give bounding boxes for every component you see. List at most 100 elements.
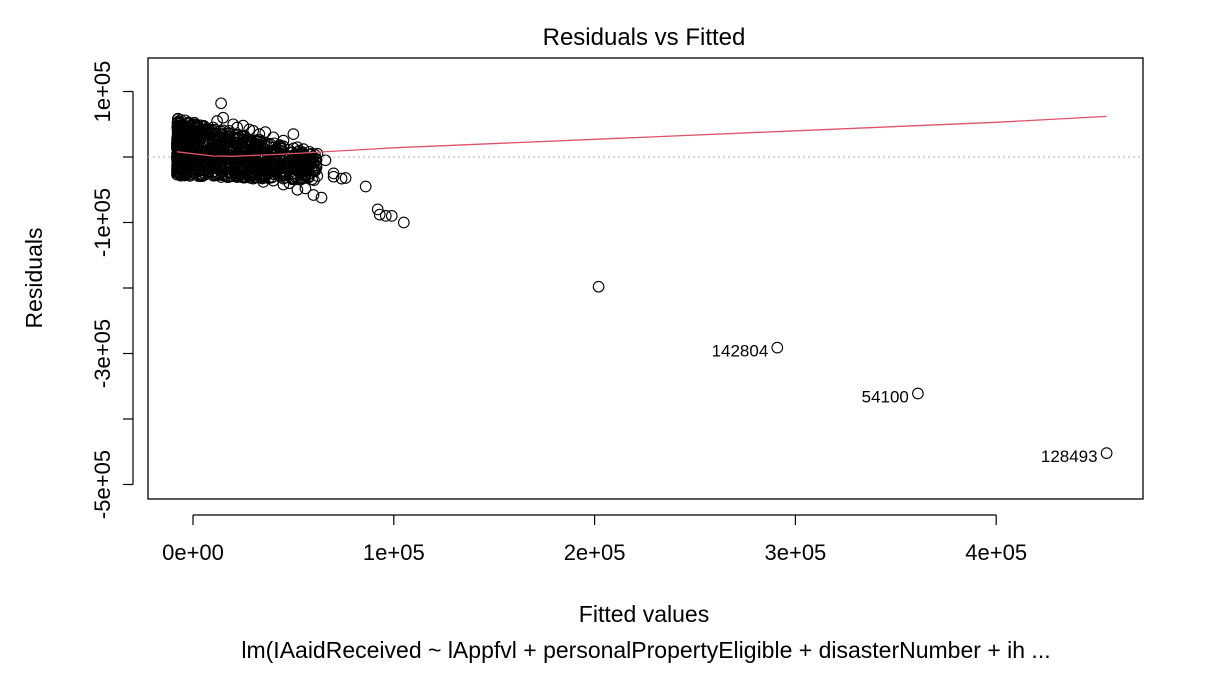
data-point <box>912 387 924 400</box>
x-tick-label: 3e+05 <box>765 540 827 565</box>
data-point <box>207 121 219 134</box>
cloud-point <box>171 135 183 148</box>
cloud-point <box>298 158 310 171</box>
cloud-point <box>215 137 228 149</box>
data-point <box>335 172 348 185</box>
x-tick-label: 4e+05 <box>965 540 1027 565</box>
smooth-trend-line <box>176 115 1107 157</box>
smooth-line <box>176 115 1107 157</box>
data-point <box>319 154 332 167</box>
model-caption: lm(IAaidReceived ~ lAppfvl + personalPro… <box>241 637 1050 663</box>
cloud-point <box>191 129 204 142</box>
y-tick-label: -1e+05 <box>90 188 115 257</box>
cloud-point <box>238 152 250 164</box>
outlier-label: 54100 <box>862 388 909 407</box>
cloud-point <box>186 143 199 156</box>
cloud-point <box>275 140 287 152</box>
data-point <box>223 167 235 180</box>
data-point <box>299 182 312 195</box>
data-point <box>371 203 384 216</box>
x-tick-label: 0e+00 <box>162 540 224 565</box>
data-point <box>1100 447 1113 459</box>
data-point <box>397 216 410 229</box>
data-point <box>287 128 300 140</box>
cloud-point <box>231 140 244 152</box>
cloud-point <box>199 145 212 158</box>
cloud-point <box>300 164 313 176</box>
cloud-point <box>284 159 297 172</box>
x-axis-label: Fitted values <box>579 601 709 627</box>
data-point <box>253 128 266 140</box>
data-point <box>211 115 223 127</box>
data-point <box>223 124 235 137</box>
y-tick-label: -3e+05 <box>90 319 115 388</box>
data-point <box>199 159 211 171</box>
x-axis: 0e+00 1e+05 2e+05 3e+05 4e+05 <box>162 514 1027 565</box>
cloud-point <box>309 165 321 177</box>
data-point <box>267 131 280 144</box>
data-point <box>297 143 310 155</box>
data-point <box>283 177 296 190</box>
data-point <box>311 147 324 160</box>
cloud-point <box>181 153 194 166</box>
cloud-point <box>173 160 185 173</box>
y-tick-label: -5e+05 <box>90 450 115 519</box>
x-tick-label: 2e+05 <box>564 540 626 565</box>
cloud-point <box>255 136 268 149</box>
cloud-point <box>258 164 271 177</box>
cloud-point <box>256 151 268 163</box>
cloud-point <box>273 139 286 151</box>
data-point <box>231 121 244 134</box>
cloud-point <box>192 160 205 173</box>
data-point <box>373 208 386 221</box>
cloud-point <box>177 125 190 138</box>
cloud-point <box>200 122 213 135</box>
data-point <box>327 167 340 180</box>
data-point <box>315 191 328 204</box>
cloud-point <box>231 153 243 166</box>
cloud-point <box>172 113 184 125</box>
data-point <box>203 128 215 140</box>
data-point <box>291 183 304 196</box>
cloud-point <box>277 157 290 170</box>
data-points <box>193 97 1113 459</box>
data-point <box>592 280 605 293</box>
point-labels: 142804 54100 128493 <box>712 342 1098 467</box>
y-axis: 1e+05 -1e+05 -3e+05 -5e+05 <box>90 61 134 519</box>
data-point <box>239 170 252 183</box>
cloud-point <box>188 119 201 131</box>
data-point <box>247 124 260 137</box>
data-point <box>291 141 304 154</box>
cloud-point <box>303 171 315 184</box>
data-point <box>339 172 352 184</box>
data-point <box>197 138 209 150</box>
data-point <box>385 210 398 222</box>
cloud-point <box>190 131 202 144</box>
chart-title: Residuals vs Fitted <box>543 24 746 51</box>
y-axis-label: Residuals <box>21 228 47 329</box>
outlier-label: 142804 <box>712 342 769 361</box>
data-point <box>231 169 244 182</box>
x-tick-label: 1e+05 <box>363 540 425 565</box>
cloud-point <box>199 168 212 181</box>
plot-frame <box>147 57 1144 500</box>
data-point <box>217 111 229 124</box>
data-point <box>277 178 290 191</box>
cloud-point <box>300 160 312 172</box>
outlier-label: 128493 <box>1041 447 1098 466</box>
data-point <box>211 162 223 175</box>
data-point <box>205 160 217 173</box>
cloud-point <box>173 141 186 154</box>
data-point <box>327 170 340 183</box>
data-point <box>215 97 227 110</box>
data-point <box>277 134 290 147</box>
data-point <box>307 189 320 201</box>
cloud-point <box>256 171 269 184</box>
data-point <box>359 180 372 193</box>
y-tick-label: 1e+05 <box>90 61 115 123</box>
data-point <box>379 210 392 222</box>
cloud-point <box>215 128 228 141</box>
data-point <box>267 174 280 187</box>
data-point <box>259 126 272 138</box>
